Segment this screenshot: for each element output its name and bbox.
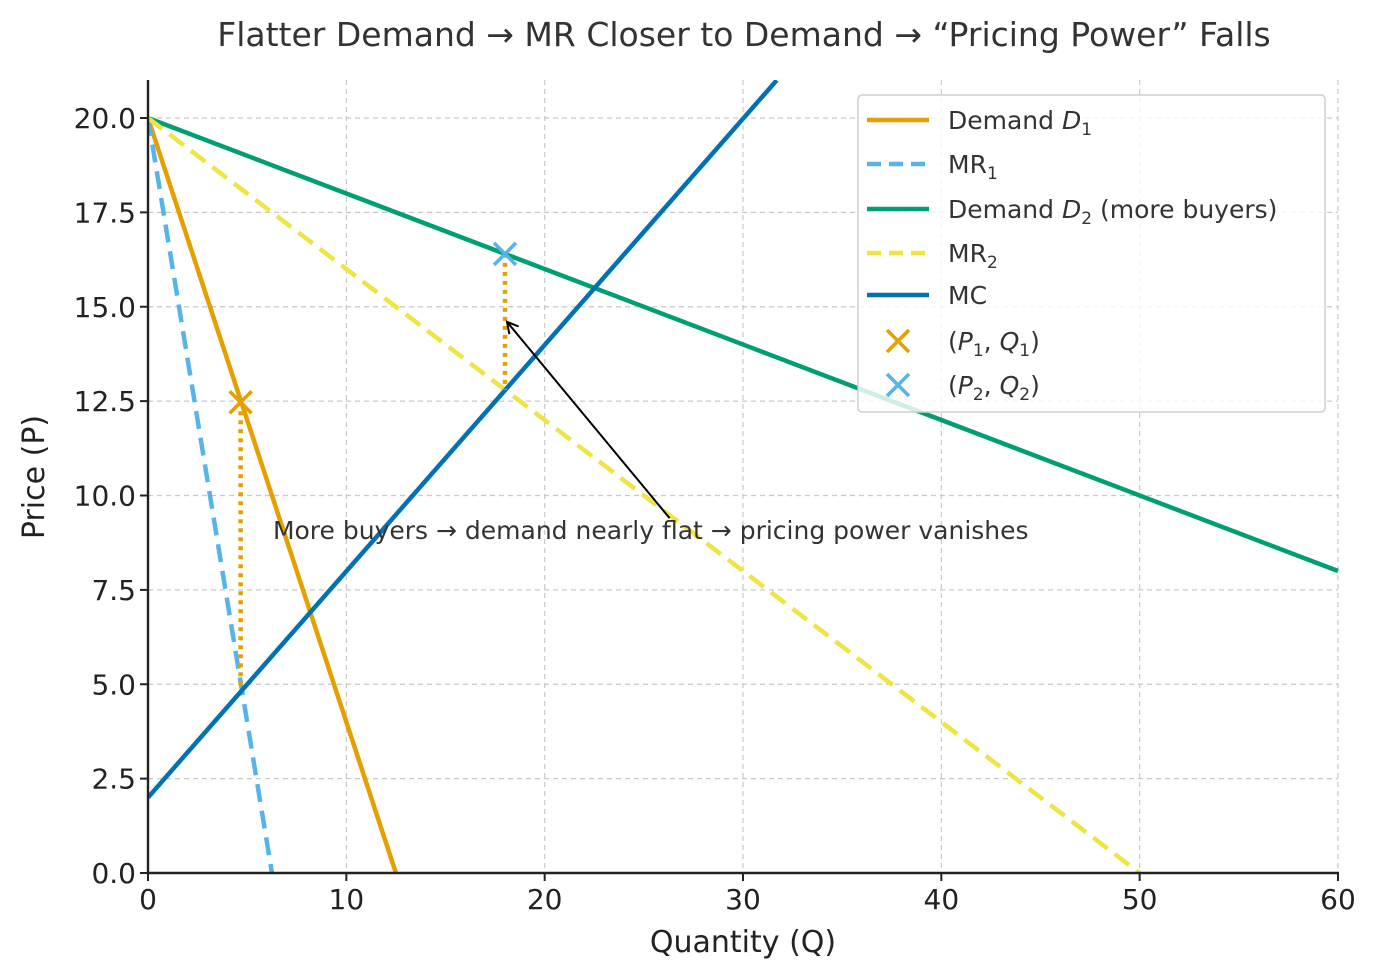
legend-marker [885,328,911,354]
x-tick-label: 30 [725,883,761,916]
legend-label: Demand D1 [948,106,1092,140]
equilibrium-marker-1 [228,390,253,415]
legend-item-4: MR2 [867,239,998,273]
legend-label: MR1 [948,150,998,184]
legend-marker [885,372,911,398]
legend-label: MC [948,281,987,310]
equilibrium-points [228,241,518,415]
ticks: 0 10 20 30 40 50 60 0.0 2.5 5.0 7.5 10.0 12.5 15.0 17.… [74,102,1356,916]
legend-label: (P1, Q1) [948,327,1040,361]
y-tick-label: 7.5 [91,574,136,607]
legend-item-1: Demand D1 [867,106,1092,140]
legend-item-point-2: (P2, Q2) [885,371,1040,405]
chart-title: Flatter Demand → MR Closer to Demand → “… [217,15,1270,54]
legend-item-5: MC [867,281,987,310]
y-tick-label: 17.5 [74,196,136,229]
legend-label: MR2 [948,239,998,273]
y-tick-label: 2.5 [91,763,136,796]
series-line-mr2 [149,116,1142,873]
legend-item-3: Demand D2 (more buyers) [867,195,1277,229]
x-tick-label: 60 [1320,883,1356,916]
y-tick-label: 10.0 [74,480,136,513]
legend-item-point-1: (P1, Q1) [885,327,1040,361]
equilibrium-marker-2 [492,241,518,267]
x-tick-label: 0 [139,883,157,916]
series-line-demand-d1 [149,117,399,873]
legend-label: Demand D2 (more buyers) [948,195,1277,229]
series-line-mr1 [149,117,275,873]
legend-items: Demand D1 MR1 Demand D2 (more buyers) MR2 MC… [867,106,1277,405]
annotation-arrow [507,322,671,519]
y-tick-label: 5.0 [91,668,136,701]
y-axis-label: Price (P) [17,415,52,539]
legend-label: (P2, Q2) [948,371,1040,405]
x-tick-label: 20 [527,883,563,916]
series-line-mc [149,80,779,799]
legend-item-2: MR1 [867,150,998,184]
legend: Demand D1 MR1 Demand D2 (more buyers) MR2 MC… [857,94,1326,413]
x-tick-label: 50 [1122,883,1158,916]
annotation-text: More buyers → demand nearly flat → prici… [273,516,1029,545]
series-line-demand-d2-more-buyers [149,115,1339,574]
y-tick-label: 15.0 [74,291,136,324]
x-tick-label: 10 [329,883,365,916]
annotation: More buyers → demand nearly flat → prici… [273,322,1029,545]
y-tick-label: 0.0 [91,857,136,890]
x-tick-label: 40 [924,883,960,916]
x-axis-label: Quantity (Q) [650,925,836,960]
y-tick-label: 20.0 [74,102,136,135]
legend-frame [857,94,1326,413]
y-tick-label: 12.5 [74,385,136,418]
series-layer [149,80,1339,873]
gap-lines [238,253,508,687]
